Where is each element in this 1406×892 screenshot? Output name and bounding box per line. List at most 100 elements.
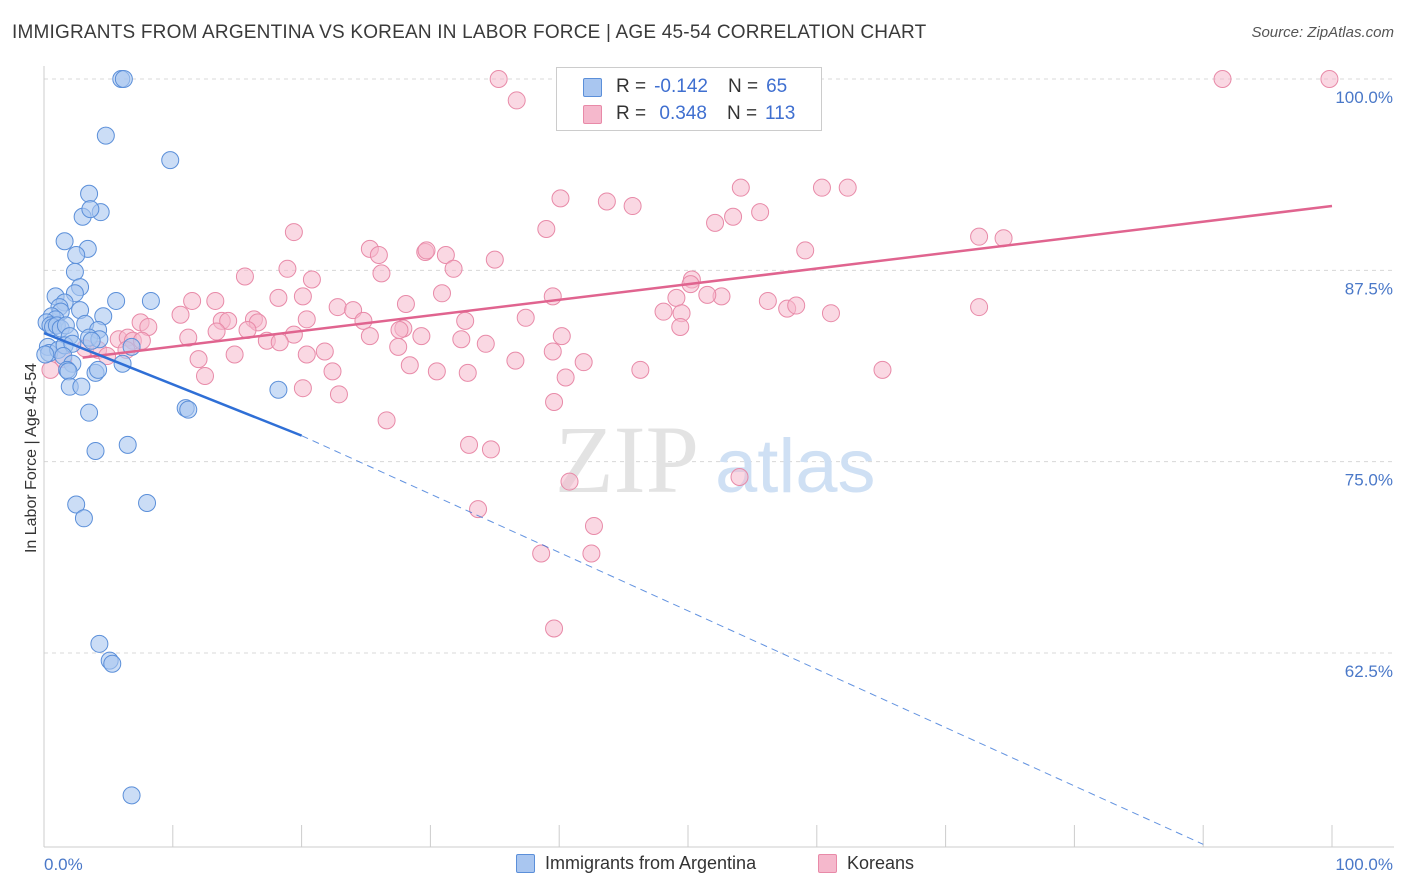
- blue-swatch: [516, 854, 535, 873]
- korean-point: [1320, 70, 1339, 88]
- argentina-trend-extension: [301, 435, 1204, 845]
- korean-point: [206, 291, 225, 310]
- korean-point: [543, 342, 562, 361]
- korean-point: [631, 360, 650, 379]
- korean-point: [787, 296, 806, 315]
- korean-point: [389, 337, 408, 356]
- korean-point: [838, 178, 857, 197]
- korean-point: [284, 223, 303, 242]
- korean-point: [582, 544, 601, 563]
- source-label: Source: ZipAtlas.com: [1251, 24, 1394, 41]
- korean-point: [552, 327, 571, 346]
- legend-label: Koreans: [847, 853, 915, 873]
- koreans-trend-line: [82, 204, 1333, 359]
- korean-point: [278, 259, 297, 278]
- argentina-points: [36, 70, 288, 805]
- korean-point: [323, 362, 342, 381]
- korean-point: [458, 363, 477, 382]
- korean-point: [597, 192, 616, 211]
- korean-point: [456, 311, 475, 330]
- korean-point: [730, 467, 749, 486]
- argentina-point: [74, 509, 93, 528]
- korean-point: [516, 308, 535, 327]
- korean-point: [1213, 70, 1232, 88]
- korean-point: [970, 298, 989, 317]
- n-value: 65: [766, 76, 788, 97]
- korean-point: [476, 334, 495, 353]
- korean-point: [489, 70, 508, 88]
- trend-lines: [43, 204, 1333, 845]
- korean-point: [293, 287, 312, 306]
- tick-labels: 62.5% 75.0% 87.5% 100.0% 0.0% 100.0%: [44, 88, 1393, 874]
- argentina-trend-line: [43, 331, 303, 437]
- korean-point: [574, 353, 593, 372]
- argentina-point: [179, 400, 198, 419]
- korean-point: [623, 197, 642, 216]
- korean-point: [873, 360, 892, 379]
- korean-point: [354, 311, 373, 330]
- argentina-point: [269, 380, 288, 399]
- argentina-point: [72, 377, 91, 396]
- argentina-point: [90, 634, 109, 653]
- korean-point: [297, 310, 316, 329]
- koreans-points: [41, 70, 1339, 638]
- argentina-point: [59, 362, 78, 381]
- axes: [43, 66, 1394, 848]
- korean-point: [551, 189, 570, 208]
- argentina-point: [141, 291, 160, 310]
- argentina-point: [81, 200, 100, 219]
- korean-point: [671, 317, 690, 336]
- r-label: R =: [616, 103, 647, 124]
- korean-point: [183, 291, 202, 310]
- argentina-point: [86, 441, 105, 460]
- argentina-point: [161, 151, 180, 170]
- korean-point: [270, 333, 289, 352]
- korean-point: [315, 342, 334, 361]
- korean-point: [297, 345, 316, 364]
- watermark-atlas: atlas: [715, 424, 876, 509]
- korean-point: [532, 544, 551, 563]
- korean-point: [189, 350, 208, 369]
- gridlines: [44, 78, 1394, 654]
- korean-point: [796, 241, 815, 260]
- legend-label: Immigrants from Argentina: [545, 853, 757, 873]
- korean-point: [706, 213, 725, 232]
- korean-point: [758, 291, 777, 310]
- korean-point: [41, 360, 60, 379]
- korean-point: [269, 288, 288, 307]
- korean-point: [560, 472, 579, 491]
- argentina-point: [122, 786, 141, 805]
- legend-item-koreans: Koreans: [818, 853, 914, 874]
- korean-point: [390, 321, 409, 340]
- argentina-point: [107, 291, 126, 310]
- argentina-point: [96, 126, 115, 145]
- y-tick-label: 75.0%: [1345, 471, 1393, 490]
- korean-point: [235, 267, 254, 286]
- pink-swatch: [818, 854, 837, 873]
- argentina-point: [138, 493, 157, 512]
- korean-point: [400, 356, 419, 375]
- y-tick-label: 87.5%: [1345, 279, 1393, 298]
- korean-point: [293, 379, 312, 398]
- correlation-legend: R = -0.142 N = 65 R = 0.348 N = 113: [556, 67, 822, 131]
- korean-point: [545, 392, 564, 411]
- watermark-zip: ZIP: [555, 406, 699, 513]
- korean-point: [469, 500, 488, 519]
- x-tick-label: 0.0%: [44, 855, 83, 874]
- pink-swatch: [583, 104, 602, 124]
- argentina-point: [67, 246, 86, 265]
- korean-point: [537, 220, 556, 239]
- korean-point: [427, 362, 446, 381]
- argentina-point: [89, 360, 108, 379]
- legend-row-argentina: R = -0.142 N = 65: [583, 74, 787, 100]
- n-label: N =: [726, 103, 758, 124]
- r-value: -0.142: [654, 76, 708, 97]
- korean-point: [171, 305, 190, 324]
- korean-point: [698, 285, 717, 304]
- korean-point: [452, 330, 471, 349]
- korean-point: [460, 435, 479, 454]
- korean-point: [545, 619, 564, 638]
- korean-point: [372, 264, 391, 283]
- korean-point: [396, 295, 415, 314]
- korean-point: [485, 250, 504, 269]
